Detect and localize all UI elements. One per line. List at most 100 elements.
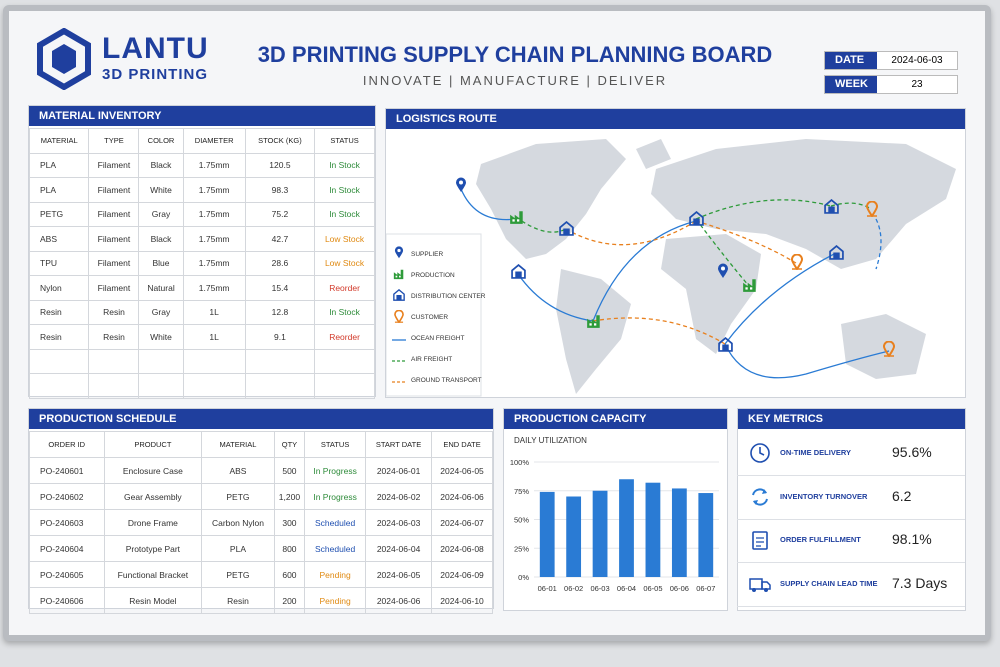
legend-label: DISTRIBUTION CENTER	[411, 293, 486, 300]
metric-label: INVENTORY TURNOVER	[780, 491, 868, 501]
brand-sub: 3D PRINTING	[102, 66, 209, 83]
y-tick-label: 0%	[518, 573, 529, 582]
panel-title: PRODUCTION SCHEDULE	[29, 409, 493, 429]
metric-value: 98.1%	[892, 531, 932, 547]
bar	[698, 493, 714, 577]
cell: 1,200	[273, 483, 306, 510]
cell: 2024-06-10	[431, 587, 493, 614]
column-header: STATUS	[304, 431, 367, 458]
cell: Resin	[28, 324, 90, 350]
routes	[460, 188, 890, 379]
cell: 800	[273, 535, 306, 562]
cell: 2024-06-03	[365, 509, 433, 536]
cell: 42.7	[244, 226, 316, 252]
cell	[182, 373, 246, 399]
metric-label: ORDER FULFILLMENT	[780, 535, 861, 544]
legend-box	[385, 233, 482, 397]
brand: LANTU	[102, 32, 209, 65]
date-label: DATE	[825, 52, 877, 69]
cell: Filament	[88, 201, 140, 227]
status-cell: Pending	[304, 587, 367, 614]
cell: PETG	[201, 483, 275, 510]
table-row: PO-240603 Drone Frame Carbon Nylon 300 Sched…	[29, 509, 493, 536]
column-header: DIAMETER	[182, 128, 246, 154]
schedule-panel: PRODUCTION SCHEDULE ORDER ID PRODUCT MATER…	[28, 408, 494, 614]
cell: Gray	[138, 201, 184, 227]
schedule-table: ORDER ID PRODUCT MATERIAL QTY STATUS START DA…	[29, 431, 493, 614]
cell: PO-240602	[29, 483, 105, 510]
status-cell: In Stock	[314, 177, 375, 203]
metric-row: ORDER FULFILLMENT 98.1%	[737, 519, 965, 563]
cell: 500	[273, 457, 306, 484]
status-cell: In Stock	[314, 299, 375, 325]
bar	[539, 491, 555, 577]
header-row: MATERIAL TYPE COLOR DIAMETER STOCK (KG) STATU…	[28, 128, 375, 154]
column-header: COLOR	[138, 128, 184, 154]
cell: 2024-06-04	[365, 535, 433, 562]
legend-label: GROUND TRANSPORT	[411, 377, 482, 384]
cell: Black	[138, 226, 184, 252]
x-tick-label: 06-06	[670, 584, 689, 593]
cell: Black	[138, 152, 184, 178]
cell: Gray	[138, 299, 184, 325]
metric-icon	[752, 531, 768, 550]
column-header: MATERIAL	[201, 431, 275, 458]
cell: 2024-06-06	[431, 483, 493, 510]
panel-title: PRODUCTION CAPACITY	[504, 409, 727, 429]
table-row: PO-240606 Resin Model Resin 200 Pending 2024-…	[29, 587, 493, 614]
date-box: DATE 2024-06-03	[824, 51, 958, 70]
metric-label: SUPPLY CHAIN LEAD TIME	[780, 578, 878, 588]
bar	[645, 482, 661, 577]
legend: SUPPLIER PRODUCTION DISTRIBUTION CENTER CUS…	[392, 246, 486, 384]
metric-value: 6.2	[892, 487, 912, 504]
cell: 1.75mm	[182, 226, 246, 252]
cell: Blue	[138, 250, 184, 276]
cell: White	[138, 177, 184, 203]
x-tick-label: 06-02	[564, 584, 583, 593]
board-title: 3D PRINTING SUPPLY CHAIN PLANNING BOARD	[257, 42, 773, 67]
cell: PO-240604	[29, 535, 105, 562]
metric-value: 95.6%	[892, 444, 932, 460]
cell	[28, 373, 90, 399]
week-box: WEEK 23	[824, 75, 958, 94]
y-tick-label: 100%	[510, 458, 530, 467]
x-tick-label: 06-07	[696, 584, 715, 593]
inventory-table: MATERIAL TYPE COLOR DIAMETER STOCK (KG) STATU…	[28, 128, 375, 399]
logo-icon	[37, 28, 91, 90]
cell	[138, 348, 184, 374]
metric-row: INVENTORY TURNOVER 6.2	[737, 476, 965, 520]
cell: 1L	[182, 299, 246, 325]
cell: Filament	[88, 152, 140, 178]
cell: 1L	[182, 324, 246, 350]
cell: PO-240606	[29, 587, 105, 614]
legend-label: AIR FREIGHT	[411, 356, 452, 363]
legend-label: PRODUCTION	[411, 272, 455, 279]
column-header: STATUS	[314, 128, 375, 154]
cell: 2024-06-05	[431, 457, 493, 484]
cell	[88, 348, 140, 374]
column-header: QTY	[273, 431, 306, 458]
column-header: END DATE	[431, 431, 493, 458]
inventory-panel: MATERIAL INVENTORY MATERIAL TYPE COLOR DIAM…	[28, 105, 376, 399]
status-cell: Pending	[304, 561, 367, 588]
cell	[314, 348, 375, 374]
cell: 1.75mm	[182, 275, 246, 301]
cell: ABS	[28, 226, 90, 252]
cell: Nylon	[28, 275, 90, 301]
status-cell: Low Stock	[314, 226, 375, 252]
cell: 2024-06-08	[431, 535, 493, 562]
status-cell: In Stock	[314, 152, 375, 178]
cell: Filament	[88, 226, 140, 252]
cell: 1.75mm	[182, 152, 246, 178]
metric-icon	[750, 443, 770, 463]
x-tick-label: 06-04	[617, 584, 636, 593]
column-header: PRODUCT	[103, 431, 203, 458]
cell: 600	[273, 561, 306, 588]
cell: Resin	[88, 324, 140, 350]
capacity-panel: PRODUCTION CAPACITY DAILY UTILIZATION 0%…	[503, 408, 728, 611]
cell	[28, 348, 90, 374]
x-tick-label: 06-01	[538, 584, 557, 593]
continents	[476, 139, 956, 394]
board-subtitle: INNOVATE | MANUFACTURE | DELIVER	[362, 73, 668, 88]
